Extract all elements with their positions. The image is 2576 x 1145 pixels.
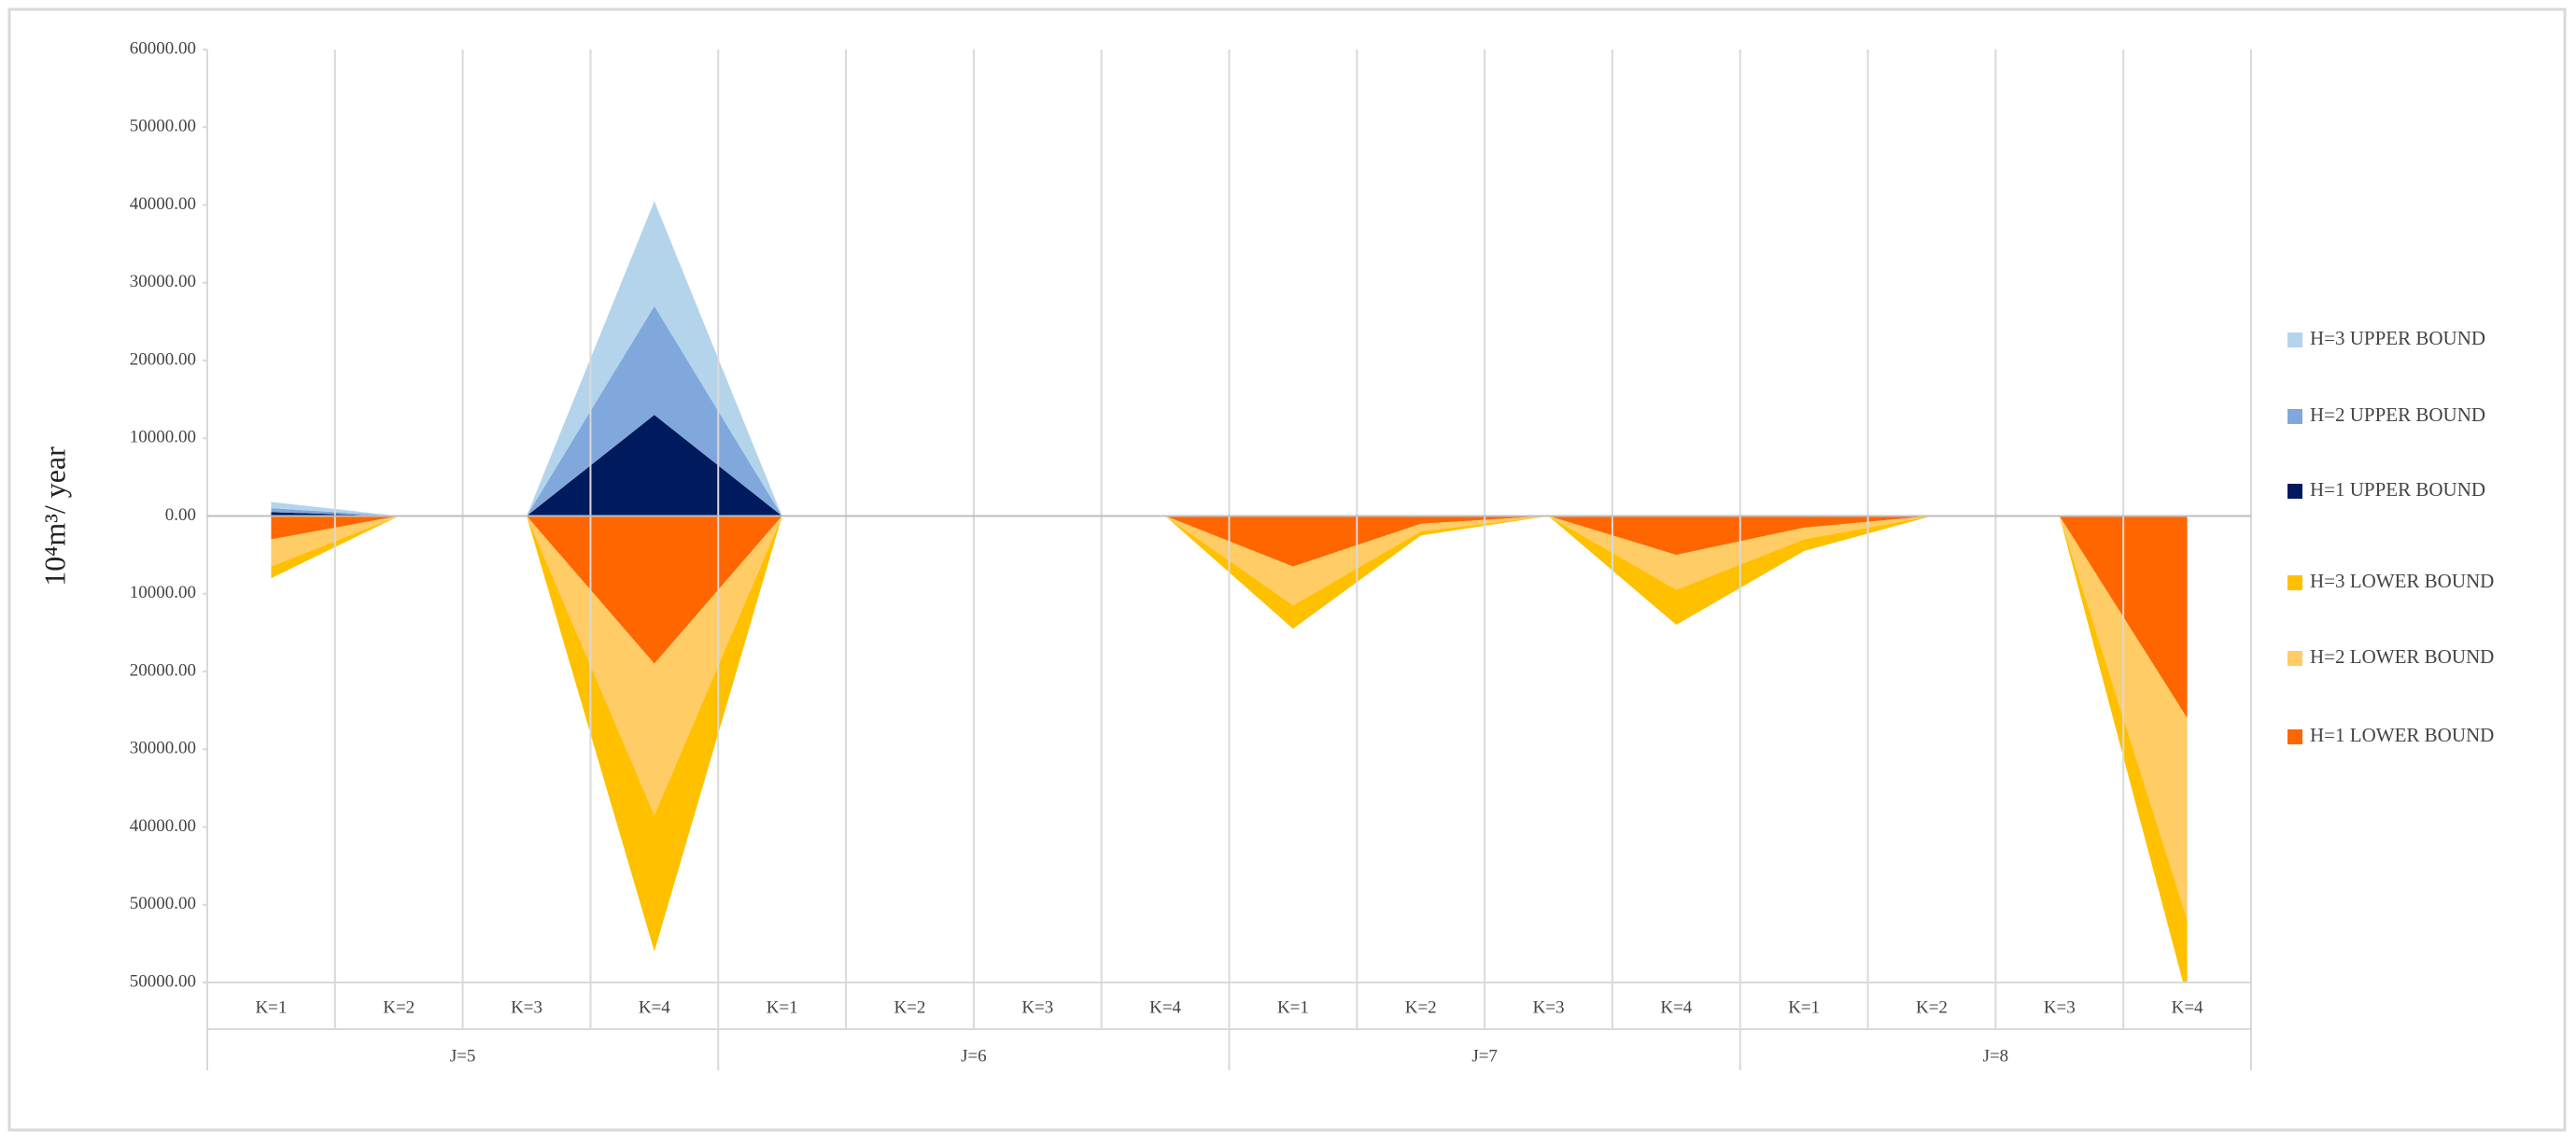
x-tick-label: K=4 <box>1149 997 1181 1017</box>
y-tick-label: 20000.00 <box>130 660 196 680</box>
group-label: J=7 <box>1471 1046 1498 1066</box>
area <box>271 201 2188 516</box>
x-tick-label: K=1 <box>767 997 798 1017</box>
x-tick-label: K=4 <box>639 997 670 1017</box>
x-tick-label: K=2 <box>383 997 415 1017</box>
y-tick-label: 50000.00 <box>130 971 196 991</box>
x-tick-label: K=2 <box>1405 997 1437 1017</box>
y-tick-label: 30000.00 <box>130 272 196 291</box>
legend-swatch <box>2287 651 2302 666</box>
x-tick-label: K=2 <box>894 997 926 1017</box>
y-tick-label: 10000.00 <box>130 583 196 602</box>
legend-label: H=1 LOWER BOUND <box>2310 724 2494 746</box>
legend-label: H=2 UPPER BOUND <box>2310 403 2485 426</box>
x-tick-label: K=3 <box>2044 997 2076 1017</box>
plot-area <box>271 201 2188 982</box>
y-tick-label: 20000.00 <box>130 349 196 369</box>
y-tick-label: 50000.00 <box>130 894 196 913</box>
y-tick-label: 10000.00 <box>130 428 196 447</box>
x-tick-label: K=4 <box>2172 997 2203 1017</box>
legend-swatch <box>2287 332 2302 347</box>
group-label: J=5 <box>450 1046 476 1066</box>
legend-label: H=2 LOWER BOUND <box>2310 645 2494 668</box>
y-tick-label: 30000.00 <box>130 739 196 758</box>
legend-swatch <box>2287 484 2302 499</box>
legend-label: H=3 UPPER BOUND <box>2310 327 2485 349</box>
legend-label: H=3 LOWER BOUND <box>2310 570 2494 592</box>
y-tick-label: 40000.00 <box>130 194 196 214</box>
y-tick-label: 60000.00 <box>130 38 196 58</box>
x-tick-label: K=1 <box>1277 997 1309 1017</box>
legend-swatch <box>2287 409 2302 424</box>
x-tick-label: K=1 <box>255 997 287 1017</box>
x-tick-label: K=3 <box>1021 997 1053 1017</box>
group-label: J=6 <box>961 1046 987 1066</box>
y-tick-label: 40000.00 <box>130 816 196 836</box>
area <box>271 516 2188 921</box>
legend-swatch <box>2287 575 2302 590</box>
group-label: J=8 <box>1983 1046 2009 1066</box>
x-tick-label: K=3 <box>511 997 542 1017</box>
y-tick-label: 50000.00 <box>130 117 196 136</box>
x-tick-label: K=2 <box>1916 997 1948 1017</box>
area <box>271 415 2188 516</box>
legend-label: H=1 UPPER BOUND <box>2310 478 2485 501</box>
y-tick-label: 0.00 <box>165 505 196 525</box>
y-axis-label: 10⁴m³/ year <box>37 446 71 587</box>
x-tick-label: K=4 <box>1660 997 1692 1017</box>
x-tick-label: K=1 <box>1788 997 1820 1017</box>
x-tick-label: K=3 <box>1533 997 1565 1017</box>
legend-swatch <box>2287 729 2302 744</box>
area <box>271 516 2188 718</box>
